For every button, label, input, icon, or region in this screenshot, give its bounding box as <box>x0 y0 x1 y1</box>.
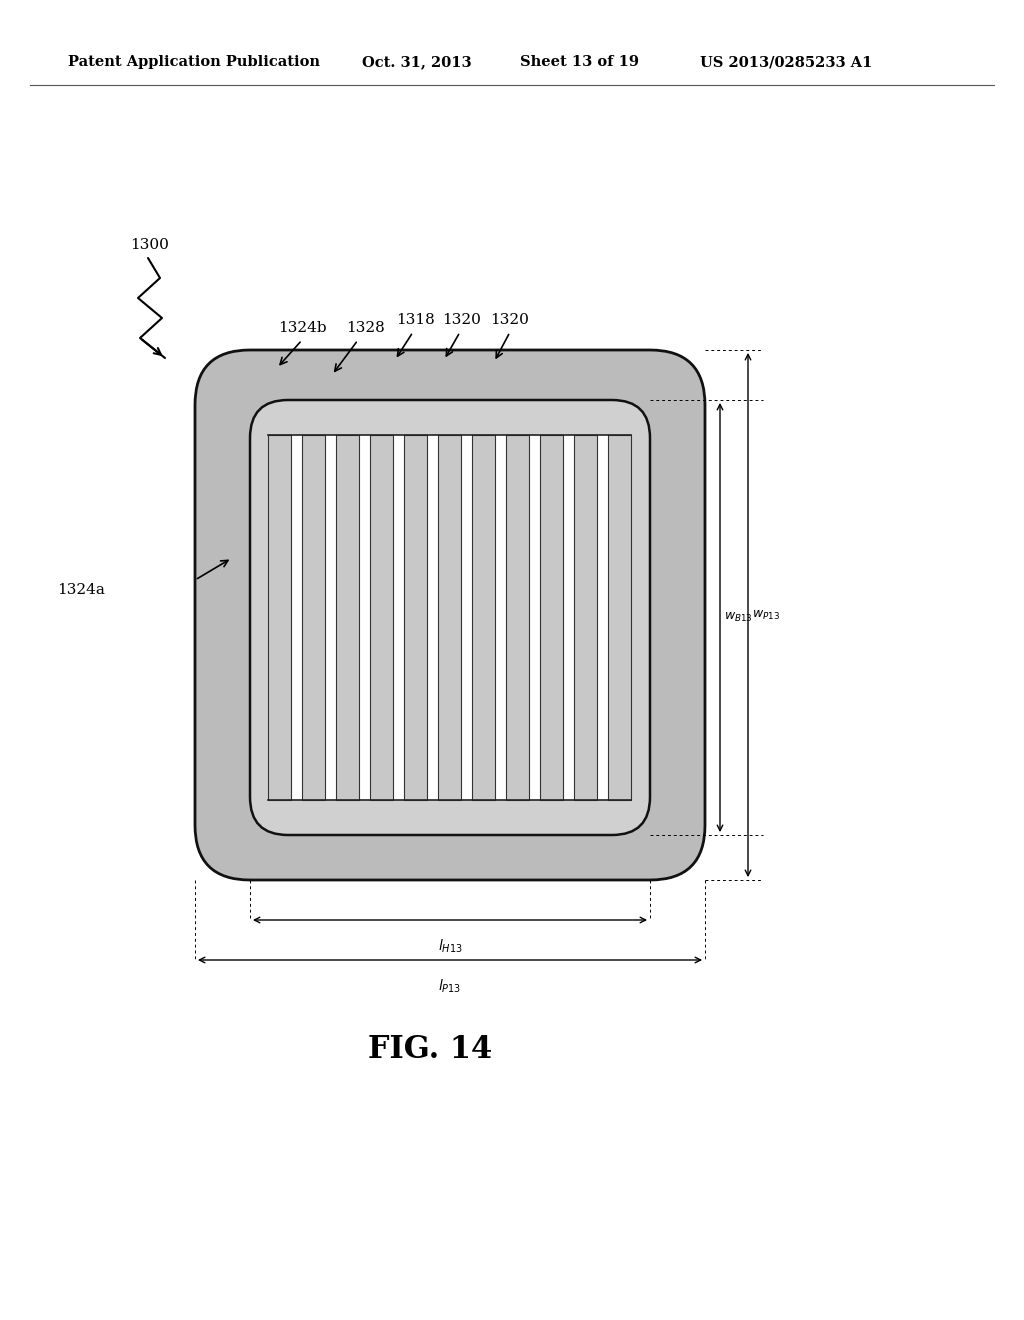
Bar <box>336 436 358 800</box>
Text: 1324a: 1324a <box>57 583 105 597</box>
Text: US 2013/0285233 A1: US 2013/0285233 A1 <box>700 55 872 69</box>
Text: 1324b: 1324b <box>278 321 327 335</box>
Text: 1320: 1320 <box>490 313 529 327</box>
Text: 1320: 1320 <box>442 313 481 327</box>
FancyBboxPatch shape <box>250 400 650 836</box>
Bar <box>472 436 495 800</box>
Text: 1300: 1300 <box>130 238 169 252</box>
Text: Oct. 31, 2013: Oct. 31, 2013 <box>362 55 472 69</box>
Text: 1318: 1318 <box>395 313 434 327</box>
Bar <box>268 436 291 800</box>
Bar <box>506 436 529 800</box>
Text: Sheet 13 of 19: Sheet 13 of 19 <box>520 55 639 69</box>
Text: $w_{P13}$: $w_{P13}$ <box>752 609 780 622</box>
Bar <box>608 436 631 800</box>
Text: $l_{H13}$: $l_{H13}$ <box>437 939 463 956</box>
Bar <box>370 436 393 800</box>
Bar <box>438 436 461 800</box>
Bar <box>541 436 563 800</box>
Bar <box>574 436 597 800</box>
Bar <box>404 436 427 800</box>
Bar <box>268 436 631 800</box>
Text: $w_{B13}$: $w_{B13}$ <box>724 611 753 624</box>
Bar <box>302 436 325 800</box>
FancyBboxPatch shape <box>195 350 705 880</box>
Text: Patent Application Publication: Patent Application Publication <box>68 55 319 69</box>
Text: 1328: 1328 <box>346 321 384 335</box>
Text: $l_{P13}$: $l_{P13}$ <box>438 978 462 995</box>
Text: FIG. 14: FIG. 14 <box>368 1035 493 1065</box>
